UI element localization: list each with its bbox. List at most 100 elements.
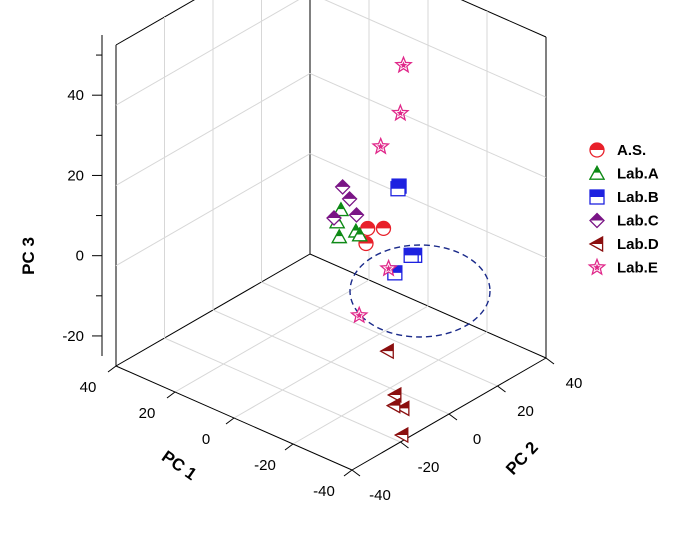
right-wall-grid-z	[324, 0, 547, 98]
data-point-lab-d	[386, 386, 402, 404]
data-point-lab-a	[331, 228, 348, 244]
marker-fill	[384, 264, 393, 272]
floor-grid-y	[164, 337, 401, 443]
marker-blank	[352, 234, 367, 241]
axis-panes	[115, 0, 547, 367]
data-point-a-s-	[375, 220, 392, 237]
x-axis-title: PC 1	[158, 447, 200, 484]
data-point-lab-e	[371, 136, 391, 155]
x-tick-mark	[166, 391, 176, 399]
marker-blank	[590, 172, 604, 180]
floor-grid-y	[261, 281, 498, 387]
data-point-lab-d	[393, 426, 409, 444]
marker-fill	[335, 179, 350, 187]
data-point-a-s-	[360, 220, 376, 237]
x-tick-mark	[284, 443, 294, 451]
legend-label: Lab.C	[617, 213, 659, 230]
x-tick-label: 20	[139, 405, 156, 422]
marker-border	[588, 165, 606, 180]
marker-fill	[590, 213, 604, 221]
marker-fill	[590, 237, 603, 244]
y-tick-label: -40	[369, 487, 391, 504]
y-tick-mark	[351, 469, 361, 477]
marker-fill	[356, 228, 364, 235]
data-point-lab-c	[341, 190, 358, 207]
marker-fill	[337, 202, 345, 210]
y-tick-label: 20	[517, 403, 534, 420]
right-wall-grid-z	[309, 153, 547, 259]
marker-fill	[593, 166, 601, 173]
data-point-lab-c	[334, 178, 351, 195]
y-tick-mark	[400, 441, 409, 449]
y-tick-label: -20	[418, 459, 440, 476]
z-tick-label: 40	[67, 87, 84, 104]
data-point-lab-e	[349, 305, 369, 324]
x-tick-label: 0	[202, 431, 210, 448]
marker-fill	[593, 263, 601, 271]
grid-lines	[115, 0, 547, 445]
axis-ticks: -40 -20 0 20 40 -40 -20 0 20 40 -20 0 20 40	[62, 35, 582, 504]
x-tick-mark	[343, 469, 353, 477]
legend-label: A.S.	[617, 142, 646, 159]
marker-fill	[342, 191, 357, 199]
marker-fill	[352, 224, 360, 231]
marker-fill	[391, 181, 405, 189]
data-point-lab-b	[390, 181, 406, 197]
z-tick-label: -20	[62, 328, 84, 345]
data-point-lab-d	[385, 397, 401, 414]
y-tick-mark	[497, 385, 506, 393]
x-tick-label: -40	[313, 483, 335, 500]
data-point-lab-d	[394, 400, 410, 417]
marker-fill	[376, 221, 391, 229]
legend-item: Lab.A	[588, 165, 659, 183]
y-tick-mark	[545, 357, 555, 365]
marker-fill	[387, 265, 402, 273]
marker-fill	[590, 143, 604, 150]
marker-fill	[380, 344, 394, 352]
legend-item: Lab.B	[589, 189, 659, 206]
data-point-lab-e	[379, 258, 398, 277]
marker-fill	[327, 210, 341, 218]
data-point-lab-a	[351, 226, 368, 242]
legend-label: Lab.B	[617, 189, 659, 206]
x-tick-label: -20	[254, 457, 276, 474]
marker-fill	[396, 401, 409, 409]
z-tick-label: 20	[67, 167, 84, 184]
left-wall-grid-z	[115, 153, 311, 267]
legend-label: Lab.E	[617, 260, 658, 277]
data-point-lab-c	[326, 210, 342, 226]
marker-fill	[396, 109, 404, 117]
x-tick-mark	[225, 417, 235, 425]
y-axis-title: PC 2	[502, 438, 542, 479]
marker-fill	[590, 190, 604, 197]
legend-item: Lab.C	[589, 213, 659, 230]
marker-fill	[395, 428, 408, 436]
cluster-ellipse	[349, 244, 491, 338]
x-tick-mark	[107, 365, 117, 373]
marker-fill	[360, 221, 375, 229]
right-wall-grid-z	[309, 72, 547, 178]
legend-label: Lab.D	[617, 236, 659, 253]
marker-blank	[332, 236, 347, 243]
marker-fill	[404, 248, 419, 256]
legend-item: Lab.D	[588, 235, 659, 253]
x-tick-label: 40	[80, 379, 97, 396]
left-wall-top-edge	[115, 0, 195, 46]
y-tick-mark	[448, 413, 458, 421]
right-wall-top-edge	[460, 0, 547, 38]
data-point-lab-e	[394, 55, 413, 74]
legend-label: Lab.A	[617, 166, 659, 183]
left-wall-grid-z	[115, 0, 300, 106]
marker-fill	[399, 61, 408, 69]
marker-border	[351, 226, 368, 242]
data-points	[326, 55, 423, 444]
y-tick-label: 0	[473, 431, 481, 448]
cluster-ellipse-layer	[349, 244, 491, 338]
y-tick-label: 40	[566, 375, 583, 392]
legend-item: Lab.E	[587, 257, 658, 277]
marker-fill	[355, 311, 363, 319]
data-point-lab-e	[391, 103, 410, 122]
marker-fill	[387, 398, 400, 406]
marker-fill	[349, 207, 364, 215]
